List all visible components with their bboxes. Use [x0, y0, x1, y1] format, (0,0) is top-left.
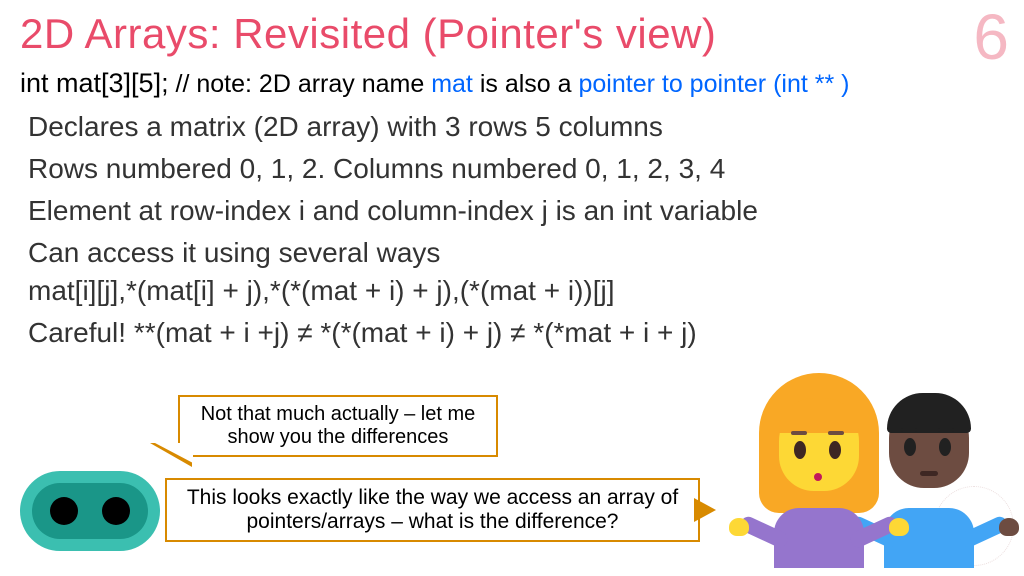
robot-eye-right — [102, 497, 130, 525]
decl-mat-highlight: mat — [431, 70, 473, 98]
robot-icon — [20, 471, 160, 551]
speech-bubble-people: This looks exactly like the way we acces… — [165, 478, 700, 542]
page-number: 6 — [973, 0, 1009, 74]
woman-icon — [744, 373, 894, 568]
people-illustration — [744, 368, 1004, 568]
speech-bubble-robot: Not that much actually – let me show you… — [178, 395, 498, 457]
body-line-1: Declares a matrix (2D array) with 3 rows… — [0, 107, 1024, 149]
slide-title: 2D Arrays: Revisited (Pointer's view) — [0, 0, 1024, 63]
decl-comment-mid: is also a — [473, 70, 579, 98]
decl-ptr-highlight: pointer to pointer (int ** ) — [579, 70, 850, 98]
declaration-line: int mat[3][5]; // note: 2D array name ma… — [0, 63, 1024, 107]
body-line-3: Element at row-index i and column-index … — [0, 191, 1024, 233]
body-line-6: Careful! **(mat + i +j) ≠ *(*(mat + i) +… — [0, 313, 1024, 355]
body-line-5: mat[i][j],*(mat[i] + j),*(*(mat + i) + j… — [0, 275, 1024, 313]
robot-eye-left — [50, 497, 78, 525]
decl-comment-prefix: // note: 2D array name — [169, 70, 432, 98]
robot-body — [20, 471, 160, 551]
body-line-4: Can access it using several ways — [0, 233, 1024, 275]
body-line-2: Rows numbered 0, 1, 2. Columns numbered … — [0, 149, 1024, 191]
decl-code: int mat[3][5]; — [20, 68, 169, 98]
